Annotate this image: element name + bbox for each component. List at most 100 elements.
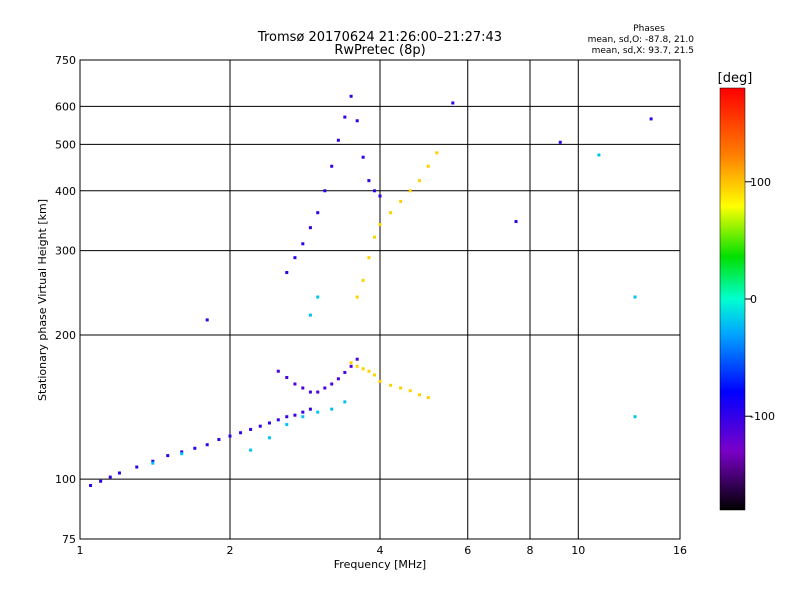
y-tick-label: 400 <box>55 185 76 198</box>
data-point <box>228 434 232 438</box>
data-point <box>99 479 103 483</box>
data-point <box>205 318 209 322</box>
data-point <box>316 211 320 215</box>
data-point <box>389 383 393 387</box>
colorbar-label: [deg] <box>718 71 753 86</box>
data-point <box>258 424 262 428</box>
x-axis-ticks: 1 2 4 6 8 10 16 <box>77 544 688 557</box>
colorbar-tick-label: 100 <box>750 176 771 189</box>
data-point <box>361 155 365 159</box>
y-tick-label: 500 <box>55 138 76 151</box>
data-point <box>373 235 377 239</box>
data-point <box>378 223 382 227</box>
data-point <box>308 390 312 394</box>
data-point <box>343 400 347 404</box>
colorbar-tick-label: 0 <box>750 293 757 306</box>
data-point <box>426 164 430 168</box>
data-point <box>293 382 297 386</box>
x-axis-label: Frequency [MHz] <box>334 558 426 571</box>
data-point <box>180 452 184 456</box>
data-point <box>355 357 359 361</box>
data-point <box>336 377 340 381</box>
data-point <box>373 373 377 377</box>
y-axis-ticks: 75 100 200 300 400 500 600 750 <box>55 54 76 546</box>
data-point <box>633 415 637 419</box>
data-point <box>373 189 377 193</box>
data-point <box>451 101 455 105</box>
colorbar-ticks: 100 0 -100 <box>745 176 775 423</box>
data-point <box>249 427 253 431</box>
data-point <box>408 189 412 193</box>
chart-title: Tromsø 20170624 21:26:00–21:27:43 <box>257 30 502 45</box>
data-point <box>349 361 353 365</box>
data-point <box>276 369 280 373</box>
data-point <box>355 364 359 368</box>
data-point <box>417 179 421 183</box>
data-point <box>89 483 93 487</box>
data-point <box>426 396 430 400</box>
data-point <box>367 256 371 260</box>
phase-stats-o: mean, sd,O: -87.8, 21.0 <box>588 35 695 45</box>
data-point <box>285 415 289 419</box>
data-point <box>349 94 353 98</box>
data-point <box>217 438 221 442</box>
data-point <box>361 367 365 371</box>
data-point <box>293 256 297 260</box>
data-point <box>180 450 184 454</box>
y-tick-label: 75 <box>62 533 76 546</box>
data-point <box>193 446 197 450</box>
data-point <box>151 459 155 463</box>
data-point <box>316 390 320 394</box>
data-point <box>378 194 382 198</box>
data-point <box>285 376 289 380</box>
x-tick-label: 10 <box>571 544 585 557</box>
data-point <box>435 151 439 155</box>
y-axis-label: Stationary phase Virtual Height [km] <box>36 199 49 401</box>
data-point <box>135 465 139 469</box>
data-point <box>301 386 305 390</box>
data-point <box>558 140 562 144</box>
y-tick-label: 600 <box>55 100 76 113</box>
data-point <box>316 295 320 299</box>
data-point <box>293 413 297 417</box>
x-tick-label: 2 <box>227 544 234 557</box>
data-point <box>308 313 312 317</box>
data-point <box>336 138 340 142</box>
x-tick-label: 16 <box>673 544 687 557</box>
phase-stats-x: mean, sd,X: 93.7, 21.5 <box>592 46 694 56</box>
data-point <box>378 379 382 383</box>
data-point <box>316 410 320 414</box>
y-tick-label: 200 <box>55 329 76 342</box>
data-point <box>267 436 271 440</box>
data-point <box>343 370 347 374</box>
data-point <box>367 369 371 373</box>
data-point <box>355 119 359 123</box>
colorbar-tick-label: -100 <box>750 410 775 423</box>
data-point <box>239 431 243 435</box>
data-point <box>649 117 653 121</box>
data-point <box>323 189 327 193</box>
data-point <box>267 421 271 425</box>
data-point <box>285 271 289 275</box>
data-point <box>399 386 403 390</box>
data-point <box>597 153 601 157</box>
y-tick-label: 100 <box>55 473 76 486</box>
data-point <box>399 199 403 203</box>
data-point <box>355 295 359 299</box>
data-point <box>408 389 412 393</box>
y-tick-label: 300 <box>55 245 76 258</box>
data-point <box>308 226 312 230</box>
data-point <box>166 454 170 458</box>
data-point <box>633 295 637 299</box>
data-point <box>117 471 121 475</box>
data-point <box>349 364 353 368</box>
data-point <box>514 220 518 224</box>
data-point <box>323 386 327 390</box>
data-point <box>285 423 289 427</box>
x-tick-label: 8 <box>527 544 534 557</box>
x-tick-label: 4 <box>377 544 384 557</box>
data-point <box>151 461 155 465</box>
data-points <box>89 94 653 487</box>
data-point <box>301 410 305 414</box>
